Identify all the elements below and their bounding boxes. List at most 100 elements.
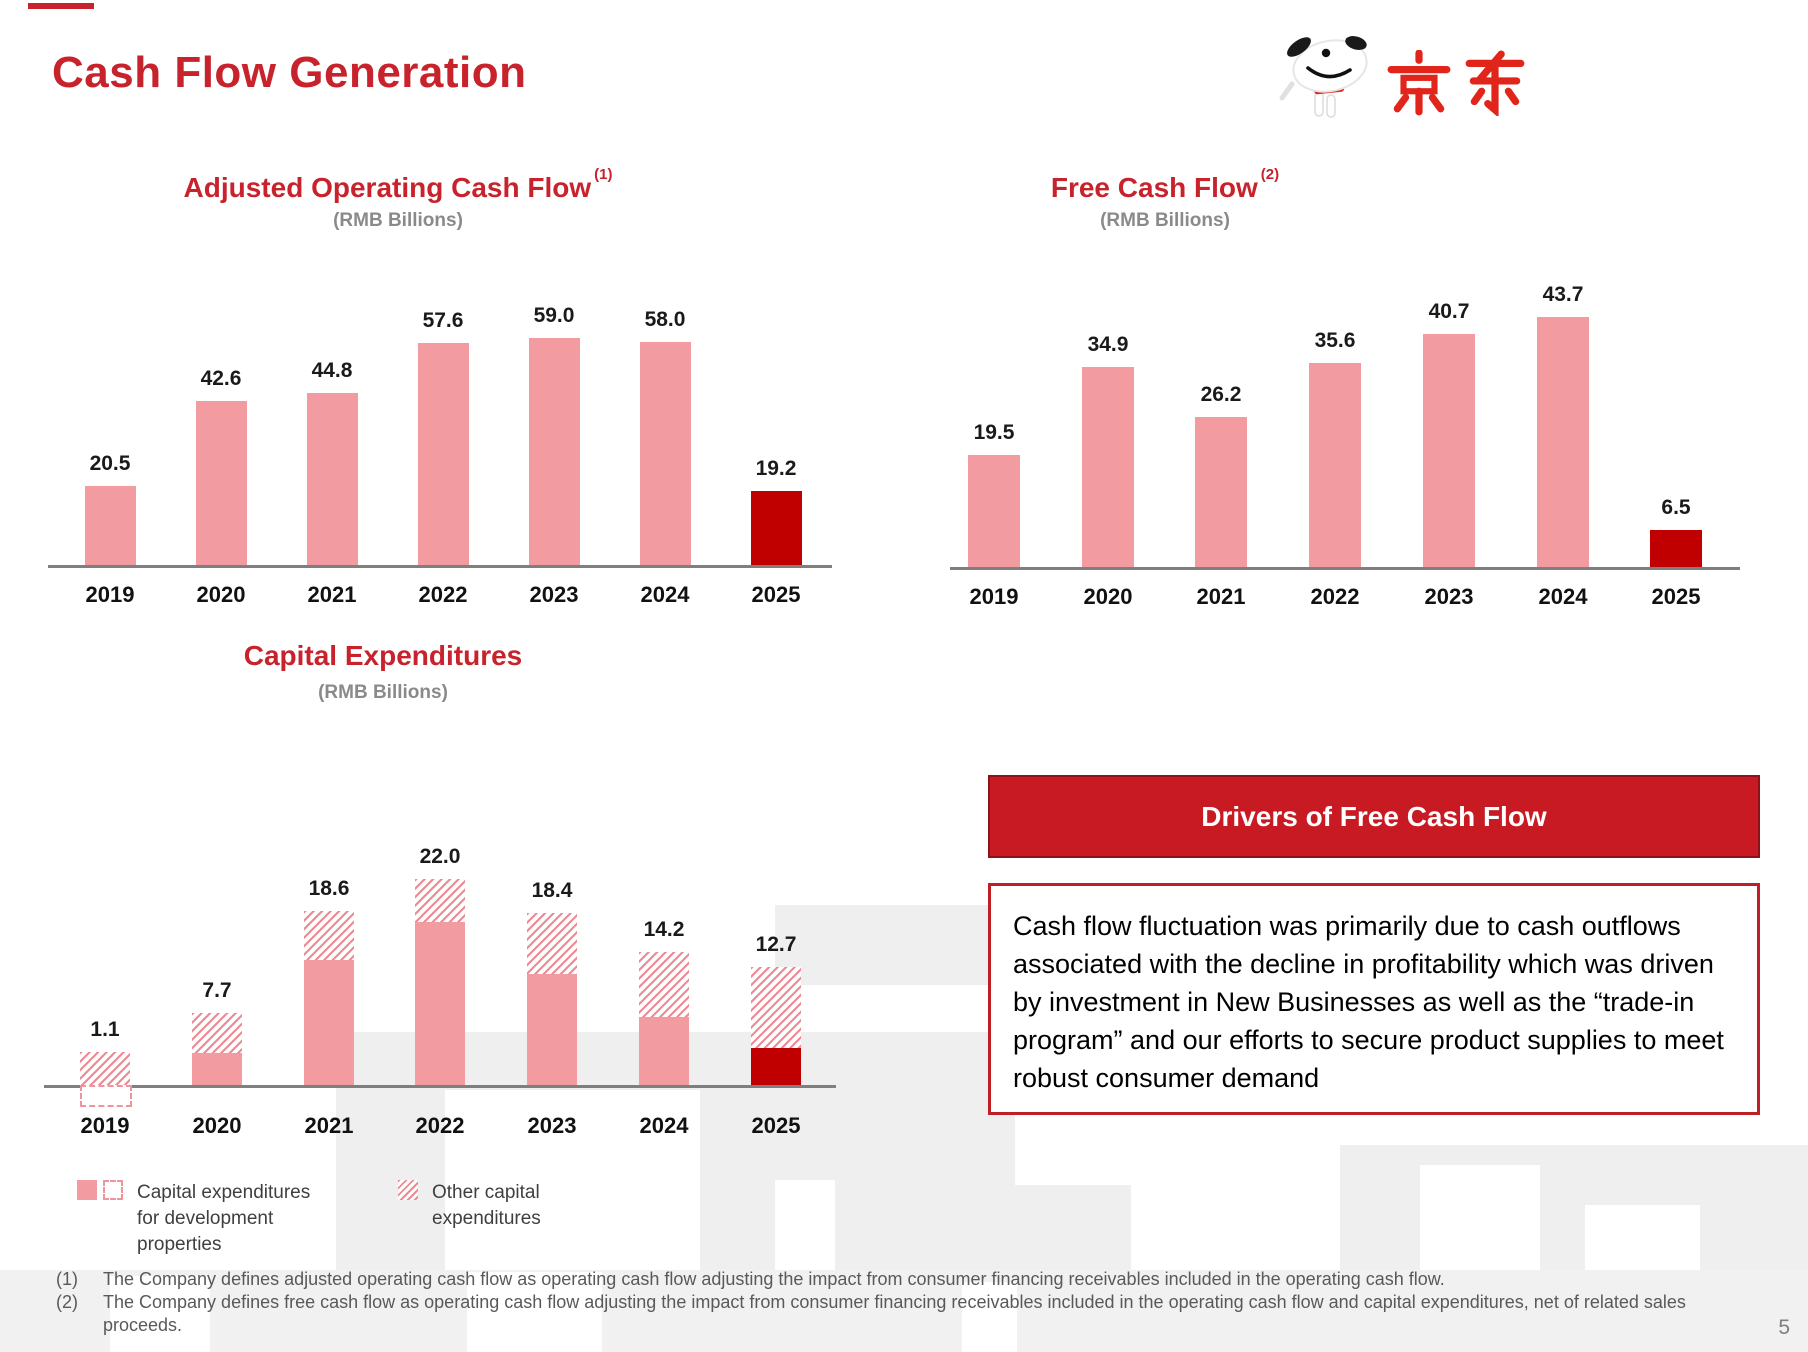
- bar-2025-other: [751, 967, 801, 1048]
- footnote-2-text: The Company defines free cash flow as op…: [103, 1292, 1686, 1335]
- x-label-2020: 2020: [1083, 584, 1133, 609]
- bar-2022-other: [415, 879, 465, 922]
- footnote-2: (2) The Company defines free cash flow a…: [56, 1291, 1756, 1337]
- x-label-2024: 2024: [640, 582, 690, 607]
- fcf-footnote-ref: (2): [1260, 166, 1280, 183]
- bar-2019: [968, 455, 1020, 567]
- footnote-1-marker: (1): [56, 1269, 78, 1289]
- development-solid-swatch-icon: [77, 1180, 97, 1200]
- bar-2024: [640, 342, 691, 565]
- value-label-2023: 40.7: [1428, 300, 1470, 323]
- capex-chart-subtitle: (RMB Billions): [318, 682, 448, 703]
- aocf-footnote-ref: (1): [594, 166, 613, 183]
- footnotes: (1) The Company defines adjusted operati…: [56, 1268, 1756, 1337]
- value-label-2025: 6.5: [1661, 496, 1691, 519]
- bar-2022: [418, 343, 469, 565]
- bar-2019-other: [80, 1052, 130, 1085]
- bar-2021: [307, 393, 358, 565]
- x-label-2021: 2021: [307, 582, 357, 607]
- x-label-2025: 2025: [1651, 584, 1701, 609]
- value-label-2020: 42.6: [200, 367, 242, 390]
- capex-title-text: Capital Expenditures: [243, 640, 523, 671]
- page-title: Cash Flow Generation: [52, 48, 527, 97]
- total-label-2024: 14.2: [643, 918, 685, 941]
- x-label-2019: 2019: [80, 1113, 130, 1138]
- footnote-2-marker: (2): [56, 1292, 78, 1312]
- development-dashed-swatch-icon: [103, 1180, 123, 1200]
- background-artifact: [467, 1272, 602, 1352]
- bar-2022: [1309, 363, 1361, 567]
- x-label-2022: 2022: [418, 582, 468, 607]
- total-label-2025: 12.7: [755, 933, 797, 956]
- joy-dog-mascot-icon: [1279, 35, 1368, 118]
- aocf-chart-subtitle: (RMB Billions): [333, 210, 463, 231]
- jd-logo-text: [1386, 49, 1528, 116]
- drivers-header-box: Drivers of Free Cash Flow: [988, 775, 1760, 858]
- value-label-2021: 26.2: [1200, 383, 1242, 406]
- legend-item-development: Capital expenditures for development pro…: [77, 1180, 332, 1258]
- total-label-2023: 18.4: [531, 879, 573, 902]
- value-label-2023: 59.0: [533, 304, 575, 327]
- fcf-title-text: Free Cash Flow: [1050, 172, 1258, 203]
- value-label-2025: 19.2: [755, 457, 797, 480]
- bar-2019-development-negative: [80, 1085, 132, 1107]
- bar-2025: [751, 491, 802, 565]
- background-artifact: [775, 1180, 835, 1274]
- capex-chart: 1.1 2019 7.7 2020 18.6 2021 22.0 2022 18.4 2023 14…: [44, 845, 836, 1138]
- footnote-1: (1) The Company defines adjusted operati…: [56, 1268, 1756, 1291]
- x-label-2022: 2022: [1310, 584, 1360, 609]
- legend-development-label: Capital expenditures for development pro…: [137, 1182, 311, 1255]
- value-label-2021: 44.8: [311, 359, 353, 382]
- other-hatched-swatch-icon: [398, 1180, 418, 1200]
- value-label-2022: 35.6: [1314, 329, 1356, 352]
- x-label-2019: 2019: [969, 584, 1019, 609]
- x-label-2023: 2023: [529, 582, 579, 607]
- bar-2021-other: [304, 911, 354, 960]
- bar-2025-development: [751, 1048, 801, 1085]
- total-label-2020: 7.7: [202, 979, 232, 1002]
- value-label-2020: 34.9: [1087, 333, 1129, 356]
- top-accent-line: [28, 3, 94, 9]
- bar-2019: [85, 486, 136, 565]
- x-label-2020: 2020: [192, 1113, 242, 1138]
- bar-2024-other: [639, 952, 689, 1017]
- x-label-2024: 2024: [1538, 584, 1588, 609]
- x-label-2024: 2024: [639, 1113, 689, 1138]
- bar-2023: [1423, 334, 1475, 567]
- x-label-2023: 2023: [527, 1113, 577, 1138]
- fcf-chart: 19.5 2019 34.9 2020 26.2 2021 35.6 2022 40.7 2023…: [950, 283, 1740, 609]
- legend-other-label: Other capital expenditures: [432, 1182, 541, 1229]
- bar-2020-development: [192, 1053, 242, 1085]
- background-artifact: [962, 1282, 1017, 1352]
- page-number: 5: [1778, 1316, 1790, 1339]
- x-label-2020: 2020: [196, 582, 246, 607]
- bar-2021: [1195, 417, 1247, 567]
- x-label-2019: 2019: [85, 582, 135, 607]
- bar-2023: [529, 338, 580, 565]
- total-label-2021: 18.6: [308, 877, 350, 900]
- bar-2025: [1650, 530, 1702, 567]
- bar-2024-development: [639, 1017, 689, 1085]
- bar-2023-development: [527, 974, 577, 1085]
- bar-2023-other: [527, 913, 577, 974]
- drivers-body-text: Cash flow fluctuation was primarily due …: [1013, 911, 1724, 1093]
- x-label-2025: 2025: [751, 1113, 801, 1138]
- value-label-2019: 20.5: [89, 452, 131, 475]
- value-label-2019: 19.5: [973, 421, 1015, 444]
- fcf-chart-subtitle: (RMB Billions): [1100, 210, 1230, 231]
- bar-2020: [196, 401, 247, 565]
- legend-item-other: Other capital expenditures: [398, 1180, 582, 1232]
- value-label-2022: 57.6: [422, 309, 464, 332]
- footnote-1-text: The Company defines adjusted operating c…: [103, 1269, 1445, 1289]
- bar-2021-development: [304, 960, 354, 1085]
- aocf-chart: 20.5 2019 42.6 2020 44.8 2021 57.6 2022 59.0 2023…: [48, 304, 832, 607]
- bar-2020: [1082, 367, 1134, 567]
- x-label-2022: 2022: [415, 1113, 465, 1138]
- x-label-2021: 2021: [1196, 584, 1246, 609]
- aocf-title-text: Adjusted Operating Cash Flow: [183, 172, 592, 203]
- total-label-2019: 1.1: [90, 1018, 120, 1041]
- drivers-header-text: Drivers of Free Cash Flow: [1201, 800, 1547, 832]
- capex-chart-title: Capital Expenditures: [48, 640, 718, 672]
- bar-2020-other: [192, 1013, 242, 1053]
- background-artifact: [110, 1276, 210, 1352]
